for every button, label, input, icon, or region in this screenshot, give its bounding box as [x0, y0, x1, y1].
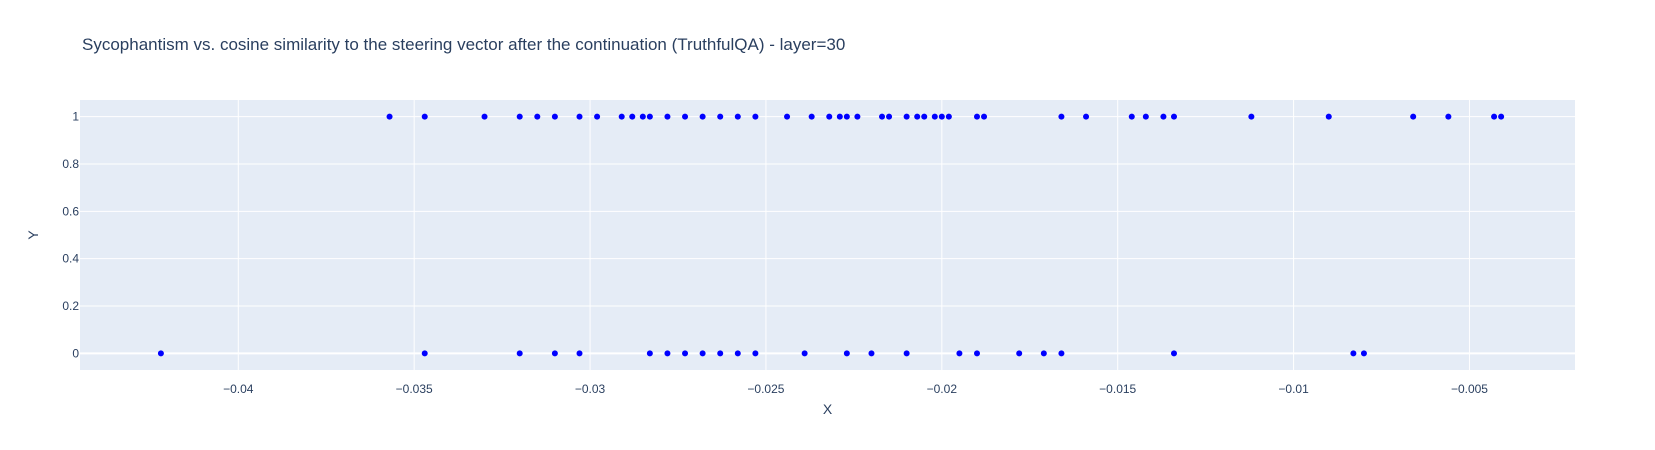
data-point [481, 113, 488, 120]
data-point [854, 113, 861, 120]
y-tick-label: 0.8 [62, 157, 79, 171]
data-point [734, 113, 741, 120]
x-tick-label: −0.005 [1451, 382, 1488, 396]
data-points [157, 113, 1505, 357]
data-point [1058, 113, 1065, 120]
data-point [551, 350, 558, 357]
data-point [699, 113, 706, 120]
data-point [843, 113, 850, 120]
data-point [157, 350, 164, 357]
data-point [576, 350, 583, 357]
data-point [421, 113, 428, 120]
data-point [516, 113, 523, 120]
data-point [1170, 350, 1177, 357]
data-point [516, 350, 523, 357]
data-point [921, 113, 928, 120]
data-point [646, 113, 653, 120]
data-point [1128, 113, 1135, 120]
y-tick-label: 0.2 [62, 299, 79, 313]
data-point [682, 113, 689, 120]
plot-area [80, 100, 1575, 370]
tick-labels: −0.04 −0.035 −0.03 −0.025 −0.02 −0.015 −0.01 −0… [62, 110, 1488, 396]
data-point [717, 113, 724, 120]
data-point [1058, 350, 1065, 357]
data-point [974, 350, 980, 357]
data-point [717, 350, 724, 357]
data-point [879, 113, 886, 120]
data-point [639, 113, 646, 120]
data-point [981, 113, 988, 120]
x-tick-label: −0.025 [747, 382, 784, 396]
data-point [682, 350, 689, 357]
data-point [836, 113, 843, 120]
data-point [956, 350, 963, 357]
data-point [974, 113, 980, 120]
data-point [1142, 113, 1149, 120]
data-point [1360, 350, 1367, 357]
data-point [826, 113, 833, 120]
y-tick-label: 0.6 [62, 204, 79, 218]
x-tick-label: −0.015 [1099, 382, 1136, 396]
data-point [699, 350, 706, 357]
data-point [903, 113, 910, 120]
data-point [1248, 113, 1255, 120]
data-point [752, 350, 759, 357]
y-axis-title: Y [25, 230, 41, 240]
data-point [914, 113, 921, 120]
data-point [886, 113, 893, 120]
x-tick-label: −0.03 [575, 382, 606, 396]
data-point [421, 350, 428, 357]
data-point [945, 113, 952, 120]
data-point [752, 113, 759, 120]
data-point [1445, 113, 1452, 120]
data-point [534, 113, 541, 120]
data-point [618, 113, 625, 120]
data-point [629, 113, 636, 120]
data-point [1498, 113, 1505, 120]
y-tick-label: 0.4 [62, 252, 79, 266]
x-tick-label: −0.035 [396, 382, 433, 396]
y-tick-label: 1 [72, 110, 79, 124]
data-point [931, 113, 938, 120]
data-point [868, 350, 875, 357]
data-point [734, 350, 741, 357]
data-point [843, 350, 850, 357]
x-tick-label: −0.01 [1278, 382, 1309, 396]
data-point [1040, 350, 1047, 357]
x-tick-label: −0.04 [223, 382, 254, 396]
chart-title: Sycophantism vs. cosine similarity to th… [82, 35, 845, 54]
data-point [1491, 113, 1498, 120]
x-tick-label: −0.02 [927, 382, 958, 396]
data-point [594, 113, 601, 120]
data-point [784, 113, 791, 120]
data-point [1016, 350, 1023, 357]
data-point [1170, 113, 1177, 120]
data-point [1083, 113, 1090, 120]
data-point [664, 350, 671, 357]
data-point [646, 350, 653, 357]
data-point [801, 350, 808, 357]
x-axis-title: X [823, 401, 833, 417]
data-point [1410, 113, 1417, 120]
data-point [664, 113, 671, 120]
data-point [551, 113, 558, 120]
data-point [576, 113, 583, 120]
data-point [1325, 113, 1332, 120]
data-point [808, 113, 815, 120]
data-point [938, 113, 945, 120]
data-point [903, 350, 910, 357]
data-point [386, 113, 393, 120]
y-tick-label: 0 [72, 346, 79, 360]
data-point [1160, 113, 1167, 120]
data-point [1350, 350, 1357, 357]
